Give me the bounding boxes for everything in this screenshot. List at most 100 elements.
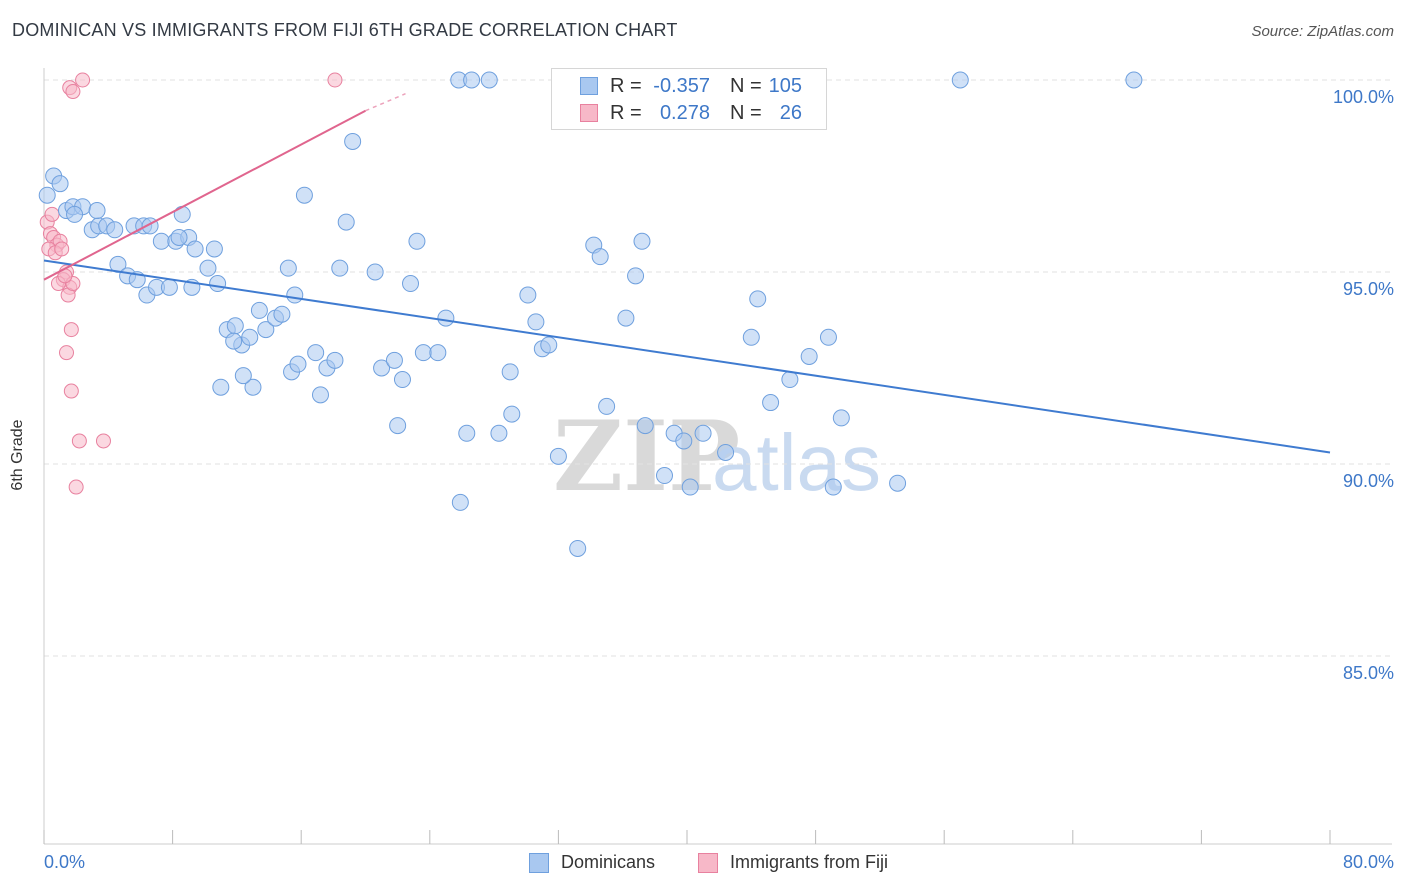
- stats-r-label: R =: [610, 75, 642, 97]
- dominicans-point: [889, 474, 907, 492]
- dominicans-point: [655, 467, 673, 485]
- fiji-point: [59, 345, 75, 361]
- dominicans-point: [337, 213, 355, 231]
- dominicans-point: [244, 378, 262, 396]
- legend-swatch-blue: [529, 853, 549, 873]
- dominicans-point: [1125, 71, 1143, 89]
- dominicans-point: [66, 205, 84, 223]
- stats-r-label: R =: [610, 102, 642, 124]
- dominicans-point: [257, 321, 275, 339]
- legend-label-dominicans: Dominicans: [561, 852, 656, 872]
- dominicans-point: [273, 305, 291, 323]
- dominicans-point: [331, 259, 349, 277]
- stats-r-value: -0.357: [653, 75, 710, 97]
- dominicans-point: [38, 186, 56, 204]
- dominicans-point: [402, 275, 420, 293]
- dominicans-point: [824, 478, 842, 496]
- dominicans-point: [742, 328, 760, 346]
- dominicans-point: [749, 290, 767, 308]
- dominicans-point: [311, 386, 329, 404]
- fiji-point: [75, 72, 91, 88]
- dominicans-point: [569, 539, 587, 557]
- fiji-trend-extension: [365, 93, 406, 112]
- y-tick-label: 95.0%: [1342, 279, 1394, 299]
- stats-swatch-pink: [580, 104, 598, 122]
- dominicans-point: [819, 328, 837, 346]
- dominicans-point: [675, 432, 693, 450]
- stats-row-dominicans: R = -0.357 N = 105: [552, 74, 826, 100]
- dominicans-point: [209, 275, 227, 293]
- stats-n-value: 105: [768, 75, 802, 97]
- dominicans-point: [250, 301, 268, 319]
- dominicans-point: [832, 409, 850, 427]
- y-tick-label: 90.0%: [1342, 471, 1394, 491]
- dominicans-point: [152, 232, 170, 250]
- dominicans-point: [519, 286, 537, 304]
- dominicans-point: [458, 424, 476, 442]
- dominicans-point: [437, 309, 455, 327]
- dominicans-point: [307, 344, 325, 362]
- dominicans-point: [373, 359, 391, 377]
- dominicans-point: [717, 443, 735, 461]
- dominicans-point: [88, 202, 106, 220]
- stats-n-label: N =: [730, 75, 762, 97]
- dominicans-point: [451, 493, 469, 511]
- dominicans-point: [173, 205, 191, 223]
- fiji-point: [71, 433, 87, 449]
- dominicans-point: [326, 351, 344, 369]
- dominicans-point: [463, 71, 481, 89]
- dominicans-point: [540, 336, 558, 354]
- dominicans-point: [160, 278, 178, 296]
- stats-box: R = -0.357 N = 105 R = 0.278 N = 26: [551, 68, 827, 130]
- dominicans-point: [781, 371, 799, 389]
- dominicans-point: [226, 317, 244, 335]
- fiji-point: [68, 479, 84, 495]
- dominicans-point: [549, 447, 567, 465]
- dominicans-point: [480, 71, 498, 89]
- x-tick-label-min: 0.0%: [44, 852, 86, 872]
- fiji-point: [95, 433, 111, 449]
- dominicans-point: [389, 417, 407, 435]
- dominicans-point: [199, 259, 217, 277]
- dominicans-point: [490, 424, 508, 442]
- fiji-point: [327, 72, 343, 88]
- dominicans-point: [366, 263, 384, 281]
- dominicans-point: [212, 378, 230, 396]
- dominicans-point: [591, 248, 609, 266]
- fiji-point: [63, 383, 79, 399]
- stats-n-label: N =: [730, 102, 762, 124]
- watermark-atlas: atlas: [712, 418, 881, 507]
- dominicans-point: [295, 186, 313, 204]
- dominicans-point: [51, 175, 69, 193]
- dominicans-point: [393, 371, 411, 389]
- x-tick-label-max: 80.0%: [1342, 852, 1394, 872]
- dominicans-point: [408, 232, 426, 250]
- dominicans-point: [289, 355, 307, 373]
- dominicans-point: [279, 259, 297, 277]
- fiji-point: [63, 322, 79, 338]
- stats-r-value: 0.278: [659, 102, 710, 124]
- dominicans-point: [205, 240, 223, 258]
- dominicans-point: [633, 232, 651, 250]
- dominicans-point: [286, 286, 304, 304]
- fiji-point: [65, 84, 81, 100]
- dominicans-point: [344, 132, 362, 150]
- dominicans-point: [800, 347, 818, 365]
- stats-swatch-blue: [580, 77, 598, 95]
- legend-label-fiji: Immigrants from Fiji: [730, 852, 889, 872]
- dominicans-point: [225, 332, 243, 350]
- dominicans-point: [694, 424, 712, 442]
- dominicans-point: [627, 267, 645, 285]
- fiji-point: [54, 241, 70, 257]
- fiji-trend-line: [43, 109, 366, 281]
- dominicans-point: [951, 71, 969, 89]
- dominicans-point: [762, 394, 780, 412]
- dominicans-point: [414, 344, 432, 362]
- dominicans-point: [636, 417, 654, 435]
- dominicans-point: [106, 221, 124, 239]
- y-tick-label: 85.0%: [1342, 663, 1394, 683]
- dominicans-point: [617, 309, 635, 327]
- dominicans-point: [598, 397, 616, 415]
- dominicans-point: [501, 363, 519, 381]
